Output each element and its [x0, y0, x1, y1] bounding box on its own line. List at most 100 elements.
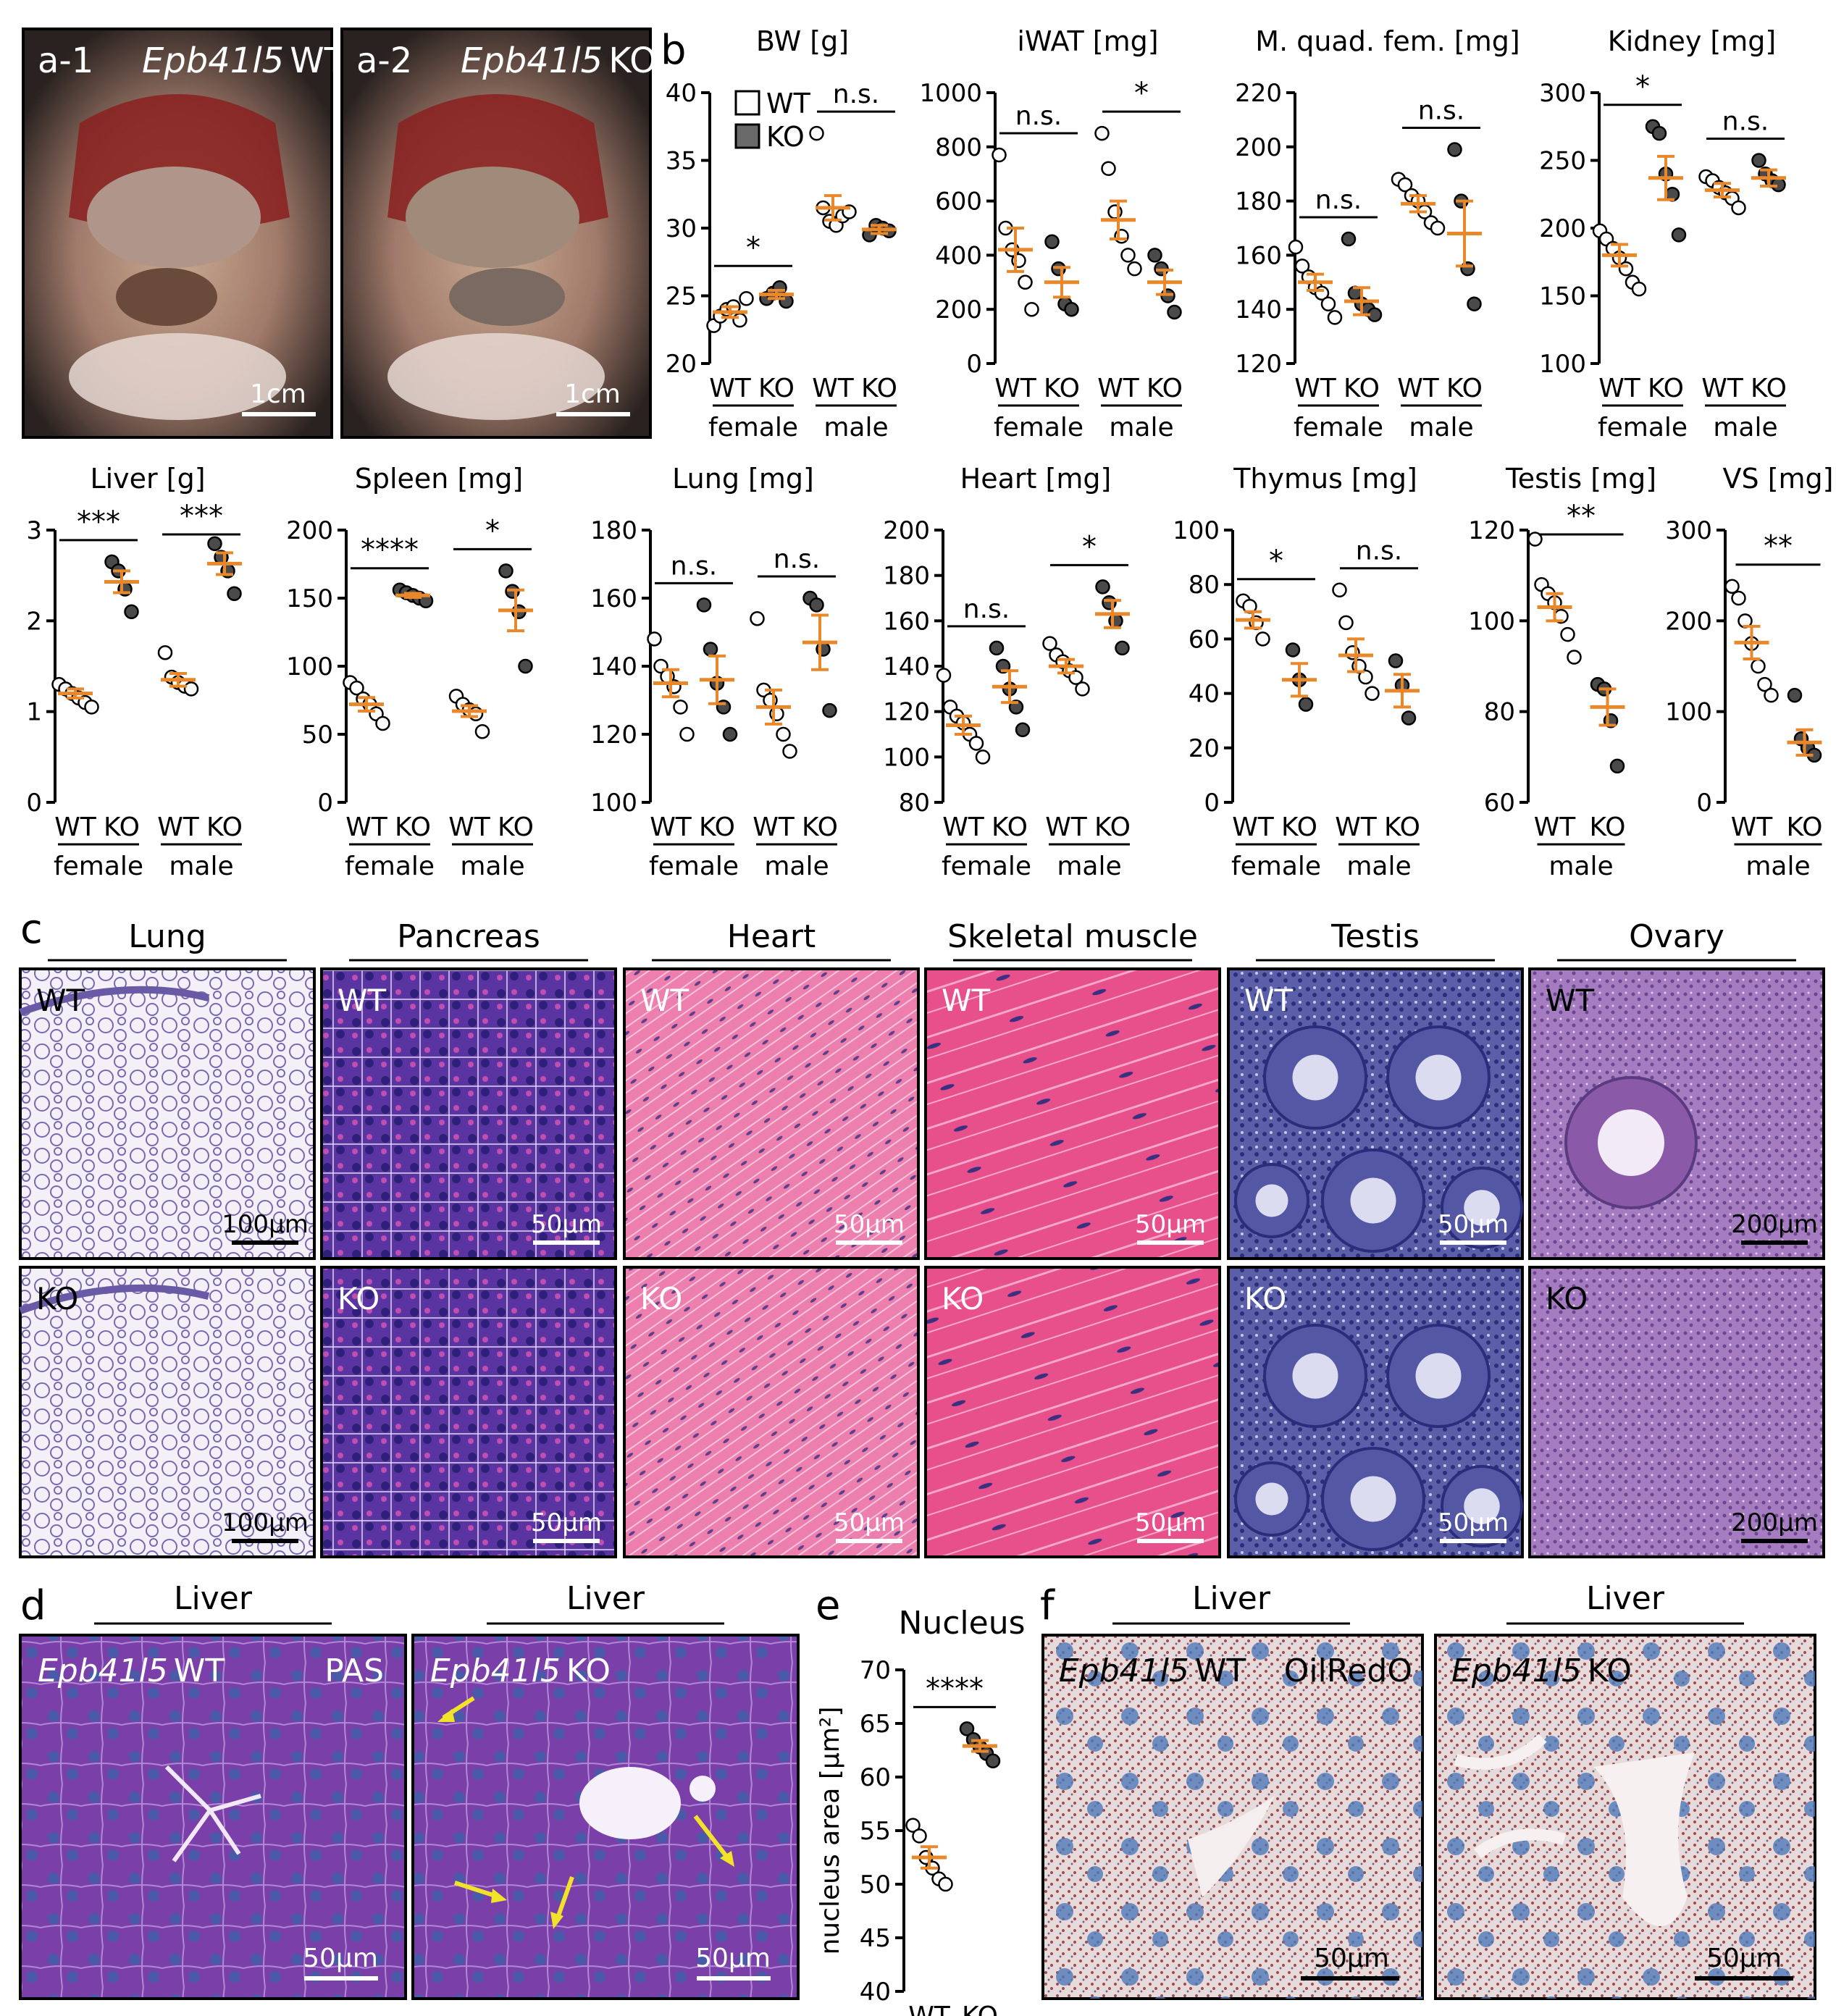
- y-tick-label: 40: [666, 79, 697, 108]
- y-tick-label: 140: [883, 652, 930, 681]
- x-group-label: female: [1598, 413, 1688, 442]
- x-tick-label: WT: [1335, 812, 1378, 842]
- data-point: [1255, 631, 1270, 647]
- data-point: [1327, 310, 1343, 325]
- column-title: Heart: [727, 918, 816, 955]
- data-point: [1358, 669, 1373, 685]
- chart-title: M. quad. fem. [mg]: [1255, 25, 1519, 57]
- panel-f-ko-genotype: KO: [1588, 1652, 1632, 1689]
- data-point: [1567, 650, 1582, 665]
- panel-f: Liver Liver Epb41l5 WT OilRedO 50µm Epb41…: [1041, 1580, 1816, 2000]
- data-point: [1467, 296, 1482, 311]
- x-tick-label: WT: [709, 374, 752, 403]
- panel-d-stain: PAS: [324, 1652, 384, 1689]
- histology-image-ko: KO 200µm: [1528, 1266, 1825, 1558]
- y-tick-label: 0: [1696, 789, 1712, 818]
- histology-image-ko: KO 50µm: [924, 1266, 1221, 1558]
- x-group-label: female: [708, 413, 798, 442]
- data-point: [739, 290, 754, 306]
- x-tick-label: WT: [1731, 812, 1774, 842]
- panel-a: a-1 Epb41l5 WT 1cm a-2 Epb41l5 KO 1cm: [22, 28, 657, 439]
- tubule-lumen: [1292, 1054, 1338, 1101]
- x-tick-label: KO: [1787, 812, 1823, 842]
- tissue-section: [623, 1266, 920, 1558]
- y-tick-label: 100: [1468, 607, 1515, 636]
- panel-b-letter: b: [661, 27, 687, 74]
- data-point: [1757, 676, 1772, 692]
- data-point: [1294, 259, 1310, 274]
- genotype-label: WT: [1546, 983, 1595, 1018]
- x-group-label: male: [1745, 852, 1810, 881]
- data-point: [1338, 615, 1354, 631]
- y-tick-label: 80: [899, 789, 930, 818]
- significance-label: ***: [77, 505, 120, 539]
- x-group-label: male: [1109, 413, 1173, 442]
- genotype-label: KO: [1546, 1281, 1588, 1316]
- data-point: [183, 681, 199, 697]
- data-point: [1724, 579, 1740, 594]
- data-point: [1288, 239, 1304, 255]
- data-point: [1341, 231, 1357, 247]
- data-point: [1447, 142, 1462, 157]
- panel-d-ko-genotype: KO: [566, 1652, 611, 1689]
- data-point: [809, 125, 824, 141]
- genotype-label: KO: [338, 1281, 380, 1316]
- data-point: [989, 640, 1005, 656]
- x-group-label: female: [54, 852, 143, 881]
- panel-a2-scalebar-label: 1cm: [564, 379, 621, 409]
- y-tick-label: 80: [1484, 698, 1515, 727]
- data-point: [968, 736, 984, 751]
- data-point: [1751, 153, 1766, 168]
- y-tick-label: 800: [935, 133, 982, 162]
- chart-title: Lung [mg]: [672, 463, 814, 495]
- x-tick-label: KO: [104, 812, 140, 842]
- chart-nucleus: Nucleus 40 45 50 55 60 65 70 nucleus area [µm²] W…: [816, 1605, 1026, 2016]
- significance-label: ***: [180, 500, 223, 533]
- chart-title: Testis [mg]: [1505, 463, 1656, 495]
- data-point: [679, 726, 695, 742]
- column-title: Lung: [128, 918, 206, 955]
- y-tick-label: 200: [1235, 133, 1282, 162]
- histology-column-ovary: Ovary WT 200µm KO 200µm: [1528, 918, 1825, 1558]
- tissue-section: [19, 1266, 316, 1558]
- chart-title: Thymus [mg]: [1233, 463, 1417, 495]
- panel-f-wt-gene: Epb41l5: [1059, 1652, 1189, 1689]
- column-title: Pancreas: [397, 918, 540, 955]
- panel-d-title-wt: Liver: [174, 1580, 253, 1617]
- x-tick-label: KO: [1044, 374, 1080, 403]
- chart-title: BW [g]: [756, 25, 849, 57]
- y-tick-label: 80: [1189, 571, 1220, 600]
- panel-d-wt-image: Epb41l5 WT PAS 50µm: [19, 1634, 407, 2000]
- panel-f-wt-scalebar-label: 50µm: [1314, 1944, 1389, 1973]
- chart-title: Nucleus: [898, 1605, 1025, 1642]
- data-point: [518, 658, 533, 674]
- panel-a1-gene: Epb41l5: [142, 41, 284, 81]
- data-point: [1527, 532, 1543, 547]
- significance-label: *: [1082, 530, 1097, 563]
- y-tick-label: 120: [590, 721, 637, 749]
- tubule-lumen: [1255, 1482, 1288, 1516]
- x-group-label: male: [1346, 852, 1411, 881]
- panel-c: LungWT100µmKO100µmPancreasWT50µmKO50µmHe…: [19, 918, 1825, 1558]
- y-tick-label: 160: [883, 607, 930, 636]
- panel-a1-photo: a-1 Epb41l5 WT 1cm: [22, 28, 346, 439]
- significance-label: ****: [926, 1672, 984, 1705]
- data-point: [696, 597, 712, 613]
- x-tick-label: WT: [812, 374, 855, 403]
- y-tick-label: 250: [1539, 147, 1586, 176]
- data-point: [1651, 125, 1667, 141]
- arrow-icon: [454, 1881, 507, 1903]
- scalebar-label: 200µm: [1731, 1508, 1818, 1537]
- scalebar-label: 50µm: [531, 1508, 602, 1537]
- scalebar-label: 50µm: [1135, 1210, 1206, 1239]
- scalebar-label: 100µm: [222, 1210, 309, 1239]
- y-tick-label: 300: [1539, 79, 1586, 108]
- data-point: [375, 715, 390, 731]
- data-point: [227, 586, 242, 601]
- panel-a1-scalebar-label: 1cm: [250, 379, 306, 409]
